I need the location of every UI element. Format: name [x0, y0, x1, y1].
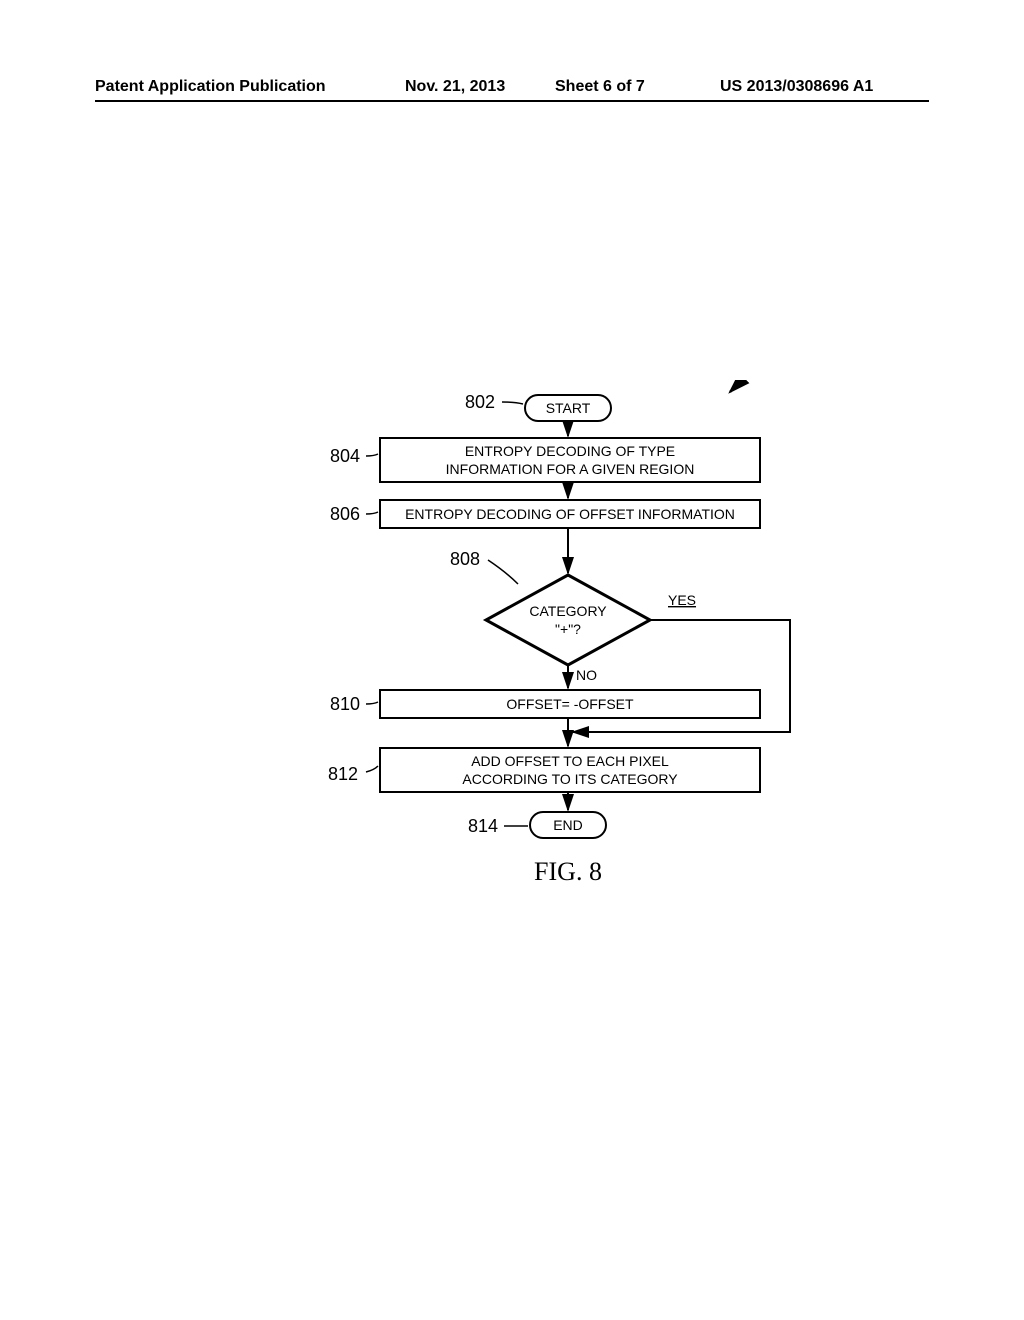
figure-number-leader	[730, 380, 748, 392]
ref-810-leader	[366, 702, 378, 704]
ref-814: 814	[468, 816, 498, 836]
start-label: START	[546, 400, 591, 416]
sheet-number: Sheet 6 of 7	[555, 78, 645, 96]
publication-label: Patent Application Publication	[95, 78, 326, 96]
yes-label: YES	[668, 592, 696, 608]
ref-812-leader	[366, 766, 378, 772]
box-812-line1: ADD OFFSET TO EACH PIXEL	[471, 753, 669, 769]
box-804-line1: ENTROPY DECODING OF TYPE	[465, 443, 675, 459]
publication-date: Nov. 21, 2013	[405, 78, 505, 96]
ref-808: 808	[450, 549, 480, 569]
ref-804: 804	[330, 446, 360, 466]
flowchart-svg: 800 START 802 ENTROPY DECODING OF TYPE I…	[270, 380, 830, 950]
ref-802: 802	[465, 392, 495, 412]
figure-label: FIG. 8	[534, 857, 602, 886]
ref-812: 812	[328, 764, 358, 784]
page: Patent Application Publication Nov. 21, …	[0, 0, 1024, 1320]
decision-line1: CATEGORY	[529, 603, 607, 619]
decision-808	[486, 575, 650, 665]
ref-810: 810	[330, 694, 360, 714]
box-810-line1: OFFSET= -OFFSET	[506, 696, 634, 712]
header-rule	[95, 100, 929, 102]
publication-number: US 2013/0308696 A1	[720, 78, 873, 96]
box-812-line2: ACCORDING TO ITS CATEGORY	[462, 771, 678, 787]
no-label: NO	[576, 667, 597, 683]
flowchart-figure: 800 START 802 ENTROPY DECODING OF TYPE I…	[270, 380, 830, 950]
box-804-line2: INFORMATION FOR A GIVEN REGION	[446, 461, 695, 477]
decision-line2: "+"?	[555, 621, 581, 637]
ref-804-leader	[366, 454, 378, 456]
ref-806: 806	[330, 504, 360, 524]
box-806-line1: ENTROPY DECODING OF OFFSET INFORMATION	[405, 506, 735, 522]
ref-806-leader	[366, 512, 378, 514]
ref-808-leader	[488, 560, 518, 584]
end-label: END	[553, 817, 583, 833]
ref-802-leader	[502, 402, 523, 404]
